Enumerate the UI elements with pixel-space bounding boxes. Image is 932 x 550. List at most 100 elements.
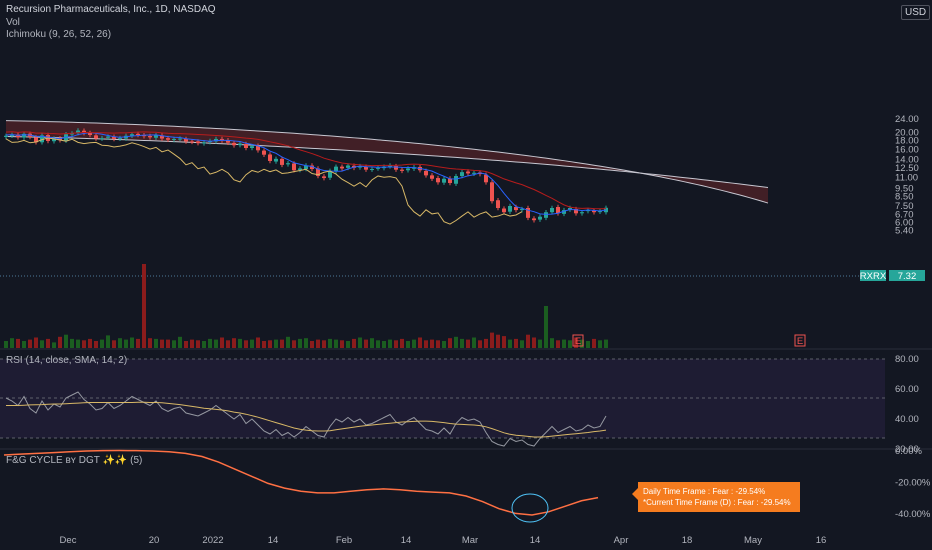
candle-body bbox=[436, 178, 440, 183]
candle-body bbox=[148, 135, 152, 138]
volume-bar bbox=[394, 340, 398, 348]
volume-bar bbox=[214, 339, 218, 348]
volume-bar bbox=[226, 340, 230, 348]
rsi-panel bbox=[5, 391, 607, 447]
candle-body bbox=[94, 135, 98, 139]
volume-bar bbox=[28, 339, 32, 348]
candle-body bbox=[490, 182, 494, 202]
volume-bars bbox=[4, 264, 608, 348]
volume-bar bbox=[292, 340, 296, 348]
volume-bar bbox=[424, 340, 428, 348]
candle-body bbox=[430, 175, 434, 179]
last-price-tag bbox=[889, 270, 925, 281]
volume-bar bbox=[160, 339, 164, 348]
candle-body bbox=[154, 135, 158, 138]
time-tick-label: Feb bbox=[336, 535, 352, 546]
annotation-circle bbox=[511, 493, 549, 523]
volume-bar bbox=[316, 339, 320, 348]
volume-bar bbox=[40, 340, 44, 348]
senkou-span-a bbox=[5, 136, 769, 189]
volume-bar bbox=[298, 338, 302, 348]
candle-body bbox=[310, 165, 314, 170]
volume-bar bbox=[100, 339, 104, 348]
volume-indicator-label[interactable]: Vol bbox=[6, 17, 20, 28]
volume-bar bbox=[460, 338, 464, 348]
candle-body bbox=[520, 209, 524, 211]
candle-body bbox=[274, 158, 278, 162]
time-tick-label: 16 bbox=[816, 535, 827, 546]
ichimoku-indicator-label[interactable]: Ichimoku (9, 26, 52, 26) bbox=[6, 29, 112, 40]
volume-bar bbox=[76, 339, 80, 348]
price-axis: 24.0020.0018.0016.0014.0012.5011.009.508… bbox=[860, 114, 931, 520]
volume-bar bbox=[586, 341, 590, 348]
candle-body bbox=[34, 137, 38, 143]
candle-body bbox=[22, 133, 26, 138]
candle-body bbox=[358, 166, 362, 168]
volume-bar bbox=[64, 334, 68, 348]
volume-bar bbox=[202, 341, 206, 348]
volume-bar bbox=[574, 337, 578, 348]
volume-bar bbox=[556, 340, 560, 348]
price-tick-label: 20.00 bbox=[895, 128, 919, 139]
price-tick-label: 8.50 bbox=[895, 192, 914, 203]
candle-body bbox=[16, 134, 20, 138]
volume-bar bbox=[172, 340, 176, 348]
candle-body bbox=[544, 212, 548, 218]
price-tick-label: 16.00 bbox=[895, 144, 919, 155]
volume-bar bbox=[382, 341, 386, 348]
fg-tooltip-current: *Current Time Frame (D) : Fear : -29.54% bbox=[643, 498, 791, 507]
volume-bar bbox=[322, 340, 326, 348]
candle-body bbox=[460, 172, 464, 177]
candle-body bbox=[502, 208, 506, 213]
fg-indicator-label[interactable]: F&G CYCLE ʙʏ DGT ✨✨ (5) bbox=[6, 455, 143, 466]
candle-body bbox=[538, 216, 542, 220]
candle-body bbox=[112, 136, 116, 139]
rsi-indicator-label[interactable]: RSI (14, close, SMA, 14, 2) bbox=[6, 355, 128, 366]
volume-bar bbox=[400, 338, 404, 348]
price-tick-label: 12.50 bbox=[895, 163, 919, 174]
rsi-ma-line bbox=[6, 401, 607, 438]
earnings-marker-label: E bbox=[797, 336, 803, 347]
volume-bar bbox=[502, 336, 506, 348]
candle-body bbox=[484, 174, 488, 183]
candle-body bbox=[322, 176, 326, 179]
candle-body bbox=[172, 138, 176, 140]
symbol-title[interactable]: Recursion Pharmaceuticals, Inc., 1D, NAS… bbox=[6, 4, 216, 15]
volume-bar bbox=[196, 340, 200, 348]
candle-body bbox=[268, 154, 272, 161]
candle-body bbox=[304, 165, 308, 170]
volume-bar bbox=[58, 336, 62, 348]
time-tick-label: 14 bbox=[530, 535, 541, 546]
candle-body bbox=[364, 166, 368, 170]
candle-body bbox=[598, 211, 602, 213]
candle-body bbox=[130, 134, 134, 136]
time-tick-label: Apr bbox=[614, 535, 629, 546]
volume-bar bbox=[592, 338, 596, 348]
candle-body bbox=[574, 209, 578, 214]
candle-body bbox=[448, 178, 452, 184]
candle-body bbox=[250, 146, 254, 149]
rsi-tick-label: 80.00 bbox=[895, 354, 919, 365]
volume-bar bbox=[538, 339, 542, 348]
currency-badge[interactable]: USD bbox=[901, 5, 931, 20]
candle-body bbox=[370, 169, 374, 171]
candle-body bbox=[220, 138, 224, 141]
volume-bar bbox=[190, 339, 194, 348]
candle-body bbox=[298, 168, 302, 170]
volume-bar bbox=[490, 332, 494, 348]
candle-body bbox=[580, 212, 584, 214]
candle-body bbox=[292, 163, 296, 171]
time-axis: Dec 20 2022 14 Feb 14 Mar 14 Apr 18 May 16 bbox=[60, 535, 827, 546]
candle-body bbox=[82, 130, 86, 134]
volume-bar bbox=[544, 306, 548, 348]
fg-tick-label: 0.00% bbox=[895, 446, 922, 457]
chikou-span bbox=[5, 137, 523, 225]
earnings-marker-label: E bbox=[575, 336, 581, 347]
candle-body bbox=[562, 210, 566, 214]
volume-bar bbox=[508, 339, 512, 348]
candle-body bbox=[10, 134, 14, 136]
candle-body bbox=[4, 135, 8, 137]
candle-body bbox=[136, 133, 140, 135]
volume-bar bbox=[520, 340, 524, 348]
price-tick-label: 24.00 bbox=[895, 114, 919, 125]
